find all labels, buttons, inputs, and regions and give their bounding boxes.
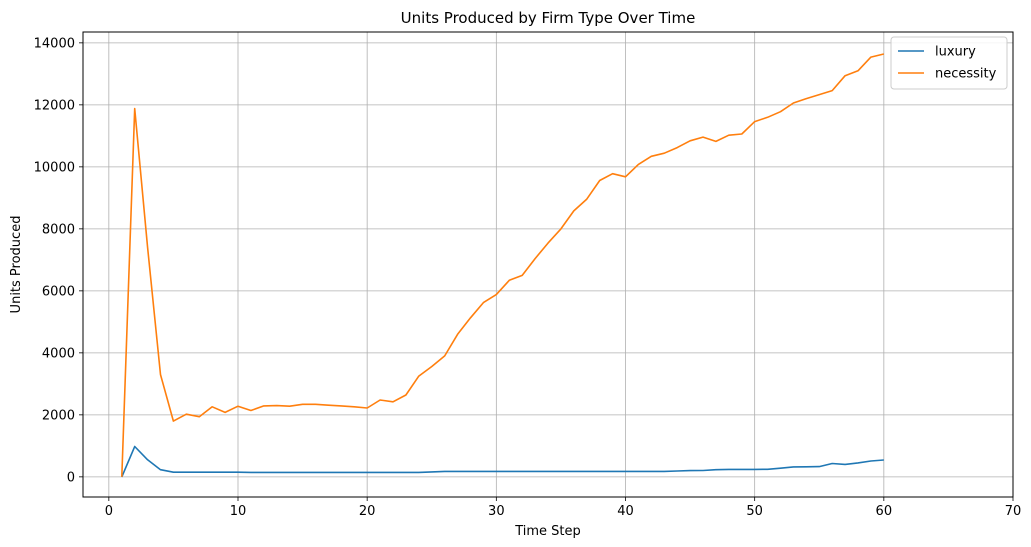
x-tick-label: 30 [488,504,505,519]
x-tick-label: 50 [746,504,763,519]
x-tick-label: 10 [230,504,247,519]
legend-label-necessity: necessity [935,67,997,82]
x-tick-label: 20 [359,504,376,519]
y-tick-label: 10000 [34,160,75,175]
y-axis-title: Units Produced [9,216,24,314]
legend: luxury necessity [890,36,1008,90]
y-tick-label: 14000 [34,36,75,51]
legend-label-luxury: luxury [935,45,976,60]
x-tick-label: 40 [617,504,634,519]
x-tick-label: 70 [1005,504,1022,519]
series-line-luxury [121,445,884,478]
y-tick-label: 12000 [34,98,75,113]
x-tick-label: 60 [876,504,893,519]
y-tick-label: 2000 [42,408,75,423]
series-line-necessity [121,53,884,477]
legend-box [890,36,1008,90]
x-tick-label: 0 [105,504,113,519]
ticks: 0 10 20 30 40 50 60 70 0 2000 4000 6000 8000 10000 120… [34,36,1022,519]
x-axis-title: Time Step [514,524,581,539]
y-tick-label: 0 [67,470,75,485]
series-layer [121,53,884,478]
y-tick-label: 6000 [42,284,75,299]
y-tick-label: 8000 [42,222,75,237]
chart-title: Units Produced by Firm Type Over Time [401,9,696,27]
plot-frame [82,31,1014,498]
y-tick-label: 4000 [42,346,75,361]
grid [83,32,1014,497]
